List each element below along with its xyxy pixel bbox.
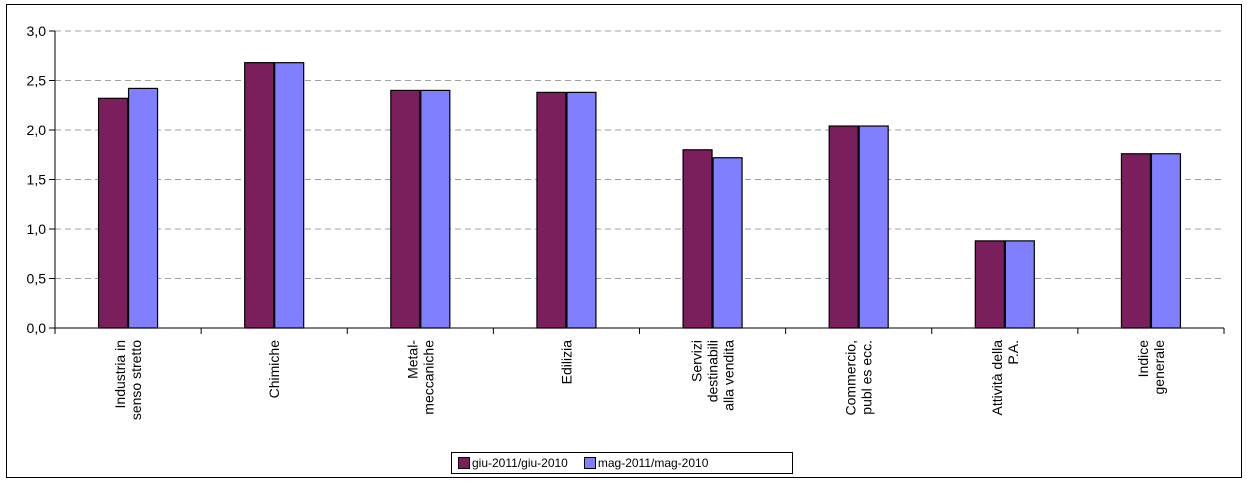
bar-2-series-1 (420, 89, 451, 329)
x-tick-label-7: Indicegenerale (1135, 340, 1167, 395)
bar-3-series-0 (536, 91, 567, 329)
bar-1-series-0 (244, 62, 275, 329)
bar-5-series-1 (858, 125, 889, 329)
bar-7-series-1 (1150, 153, 1182, 329)
y-tick-label-5: 2,5 (27, 73, 47, 89)
x-tick-label-2: Metal-meccaniche (404, 340, 436, 415)
chart-frame (6, 4, 1242, 478)
bar-4-series-0 (682, 149, 713, 329)
legend-swatch-series-1 (583, 457, 596, 469)
legend-swatch-series-0 (458, 457, 470, 469)
bar-3-series-1 (566, 91, 597, 329)
y-tick-label-6: 3,0 (27, 23, 47, 39)
y-tick-label-2: 1,0 (27, 221, 47, 237)
bar-6-series-0 (974, 240, 1005, 329)
x-tick-label-0: Industria insenso stretto (112, 340, 144, 420)
bar-4-series-1 (712, 157, 743, 329)
bar-1-series-1 (274, 62, 305, 329)
legend-entry-series-0: giu-2011/giu-2010 (458, 456, 568, 470)
legend-entry-series-1: mag-2011/mag-2010 (583, 456, 709, 470)
y-tick-label-0: 0,0 (27, 320, 47, 336)
x-tick-label-4: Servizidestinabilialla vendita (689, 340, 737, 411)
y-tick-label-3: 1,5 (27, 172, 47, 188)
bar-0-series-0 (97, 97, 129, 329)
bar-5-series-0 (828, 125, 859, 329)
legend: giu-2011/giu-2010 mag-2011/mag-2010 (451, 452, 793, 474)
bar-2-series-0 (390, 89, 421, 329)
legend-label-series-1: mag-2011/mag-2010 (597, 456, 709, 470)
y-tick-label-4: 2,0 (27, 122, 47, 138)
y-tick-label-1: 0,5 (27, 271, 47, 287)
x-tick-label-6: Attività dellaP.A. (989, 340, 1021, 416)
bar-0-series-1 (127, 87, 159, 329)
x-tick-label-3: Edilizia (558, 340, 574, 385)
bar-7-series-0 (1120, 153, 1152, 329)
bar-6-series-1 (1004, 240, 1035, 329)
legend-label-series-0: giu-2011/giu-2010 (472, 456, 568, 470)
x-tick-label-5: Commercio,publ es ecc. (843, 340, 875, 415)
x-tick-label-1: Chimiche (266, 340, 282, 399)
